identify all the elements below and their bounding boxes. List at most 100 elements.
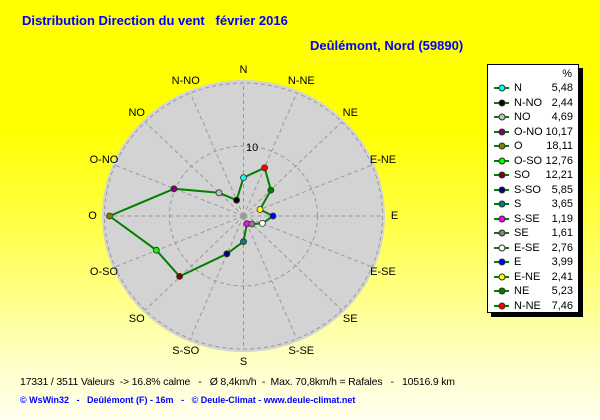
- legend-direction-label: O: [514, 140, 523, 153]
- legend-row-S-SO: S-SO 5,85: [488, 183, 578, 198]
- data-point-E-NE: [256, 206, 264, 213]
- legend-marker-line: [494, 229, 509, 237]
- legend-row-O-NO: O-NO 10,17: [488, 125, 578, 140]
- station-subtitle: Deûlémont, Nord (59890): [310, 38, 464, 53]
- legend-marker-line: [494, 215, 509, 223]
- legend-value: 4,69: [551, 111, 573, 124]
- legend-row-SO: SO 12,21: [488, 168, 578, 183]
- legend-marker-line: [494, 157, 509, 165]
- legend-direction-label: S-SO: [514, 183, 541, 196]
- legend-marker-dot: [498, 142, 505, 150]
- legend-marker-dot: [498, 128, 505, 136]
- legend-row-N-NE: N-NE 7,46: [488, 299, 578, 314]
- legend-direction-label: O-NO: [514, 125, 543, 138]
- data-point-E-SE: [258, 219, 266, 227]
- legend-marker-dot: [498, 258, 505, 266]
- legend-marker-line: [494, 302, 509, 310]
- legend-row-S: S 3,65: [488, 197, 578, 212]
- grid-spoke-S-SE: [243, 215, 298, 340]
- legend-row-O-SO: O-SO 12,76: [488, 154, 578, 169]
- legend-direction-label: E-NE: [514, 270, 541, 283]
- legend-marker-line: [494, 142, 509, 150]
- legend-marker-dot: [498, 171, 505, 179]
- legend-value: 1,19: [551, 212, 573, 225]
- legend-direction-label: N-NO: [514, 96, 543, 109]
- legend-value: 12,21: [545, 169, 573, 182]
- legend-direction-label: S-SE: [514, 212, 540, 225]
- legend-rows: N 5,48 N-NO 2,44 NO 4,69 O-NO 10,17 O 18,11 O-SO 12…: [488, 81, 578, 313]
- legend-marker-line: [494, 128, 509, 136]
- data-point-NO: [215, 189, 223, 197]
- legend-value: 2,41: [551, 270, 573, 283]
- legend-direction-label: N-NE: [514, 299, 541, 312]
- legend-marker-dot: [498, 157, 505, 165]
- data-point-SE: [248, 220, 256, 228]
- legend-direction-label: SE: [514, 227, 529, 240]
- legend-row-SE: SE 1,61: [488, 226, 578, 241]
- legend-value: 7,46: [551, 299, 573, 312]
- stats-line: 17331 / 3511 Valeurs -> 16.8% calme - Ø …: [20, 376, 455, 388]
- grid-spoke-O-NO: [114, 164, 244, 217]
- legend-value: 3,65: [551, 198, 573, 211]
- data-point-NE: [267, 186, 275, 194]
- legend-row-E: E 3,99: [488, 255, 578, 270]
- legend-value: 3,99: [551, 256, 573, 269]
- legend-marker-dot: [498, 215, 505, 223]
- grid-spoke-O-SO: [114, 215, 244, 268]
- grid-spoke-NE: [243, 121, 343, 217]
- legend-direction-label: E: [514, 256, 522, 269]
- legend-marker-line: [494, 244, 509, 252]
- legend-box: % N 5,48 N-NO 2,44 NO 4,69 O-NO 10,17 O 18,11 O-SO…: [487, 64, 579, 313]
- page-title: Distribution Direction du vent février 2…: [22, 13, 288, 28]
- legend-row-E-SE: E-SE 2,76: [488, 241, 578, 256]
- radial-tick-label: 10: [246, 142, 258, 154]
- legend-marker-line: [494, 200, 509, 208]
- legend-direction-label: N: [514, 82, 522, 95]
- data-point-S: [240, 238, 247, 246]
- legend-marker-line: [494, 287, 509, 295]
- data-point-O: [106, 212, 113, 220]
- legend-marker-dot: [498, 302, 505, 310]
- legend-value: 1,61: [551, 227, 573, 240]
- legend-direction-label: NE: [514, 285, 530, 298]
- legend-direction-label: NO: [514, 111, 531, 124]
- legend-marker-dot: [498, 186, 505, 194]
- legend-percent-header: %: [562, 68, 572, 80]
- data-point-N: [240, 174, 247, 182]
- data-point-E: [269, 212, 277, 220]
- data-point-O-SO: [152, 246, 160, 254]
- credit-line: © WsWin32 - Deûlémont (F) - 16m - © Deul…: [20, 395, 356, 405]
- legend-direction-label: SO: [514, 169, 530, 182]
- data-point-O-NO: [170, 185, 178, 193]
- legend-marker-dot: [498, 84, 505, 92]
- data-point-S-SO: [223, 250, 231, 258]
- legend-value: 2,44: [551, 96, 573, 109]
- data-point-N-NO: [233, 196, 241, 204]
- legend-direction-label: O-SO: [514, 154, 543, 167]
- grid-spoke-SE: [243, 215, 343, 311]
- legend-row-E-NE: E-NE 2,41: [488, 270, 578, 285]
- legend-row-O: O 18,11: [488, 139, 578, 154]
- legend-row-S-SE: S-SE 1,19: [488, 212, 578, 227]
- legend-marker-line: [494, 113, 509, 121]
- legend-row-NE: NE 5,23: [488, 284, 578, 299]
- legend-direction-label: E-SE: [514, 241, 540, 254]
- grid-ring-outer: [104, 82, 383, 350]
- legend-value: 2,76: [551, 241, 573, 254]
- legend-value: 10,17: [545, 125, 573, 138]
- legend-marker-line: [494, 273, 509, 281]
- data-point-N-NE: [261, 164, 269, 172]
- legend-value: 5,23: [551, 285, 573, 298]
- legend-direction-label: S: [514, 198, 522, 211]
- legend-value: 12,76: [545, 154, 573, 167]
- legend-marker-dot: [498, 99, 505, 107]
- legend-marker-line: [494, 186, 509, 194]
- grid-spoke-N-NE: [243, 92, 298, 217]
- grid-spoke-E-NE: [243, 164, 373, 217]
- legend-marker-line: [494, 99, 509, 107]
- data-point-SO: [176, 272, 184, 280]
- legend-marker-dot: [498, 113, 505, 121]
- legend-marker-line: [494, 84, 509, 92]
- legend-marker-line: [494, 171, 509, 179]
